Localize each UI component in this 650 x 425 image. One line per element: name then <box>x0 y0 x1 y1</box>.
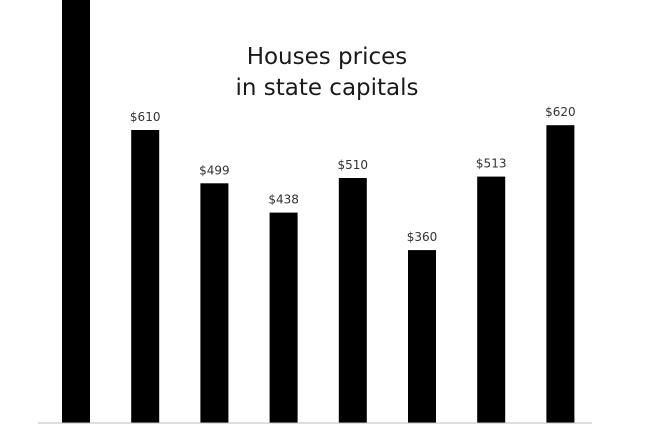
bar-8 <box>546 125 575 423</box>
data-label-4: $438 <box>268 193 299 207</box>
data-label-7: $513 <box>476 157 507 171</box>
data-labels-group: $610 $499 $438 $510 $360 $513 $620 <box>130 105 576 244</box>
chart-title-line-2: in state capitals <box>235 75 418 101</box>
bar-6 <box>408 250 436 423</box>
bar-4 <box>269 212 298 423</box>
chart-title: Houses prices in state capitals <box>235 44 418 101</box>
bar-7 <box>477 176 506 423</box>
bar-1 <box>62 0 90 423</box>
bar-5 <box>338 178 367 423</box>
bar-3 <box>200 183 229 423</box>
data-label-3: $499 <box>199 163 230 177</box>
data-label-2: $610 <box>130 110 161 124</box>
data-label-6: $360 <box>407 230 438 244</box>
chart-title-line-1: Houses prices <box>247 44 408 70</box>
bar-2 <box>131 130 160 423</box>
data-label-8: $620 <box>545 105 576 119</box>
data-label-5: $510 <box>338 158 369 172</box>
bars-group <box>62 0 575 423</box>
